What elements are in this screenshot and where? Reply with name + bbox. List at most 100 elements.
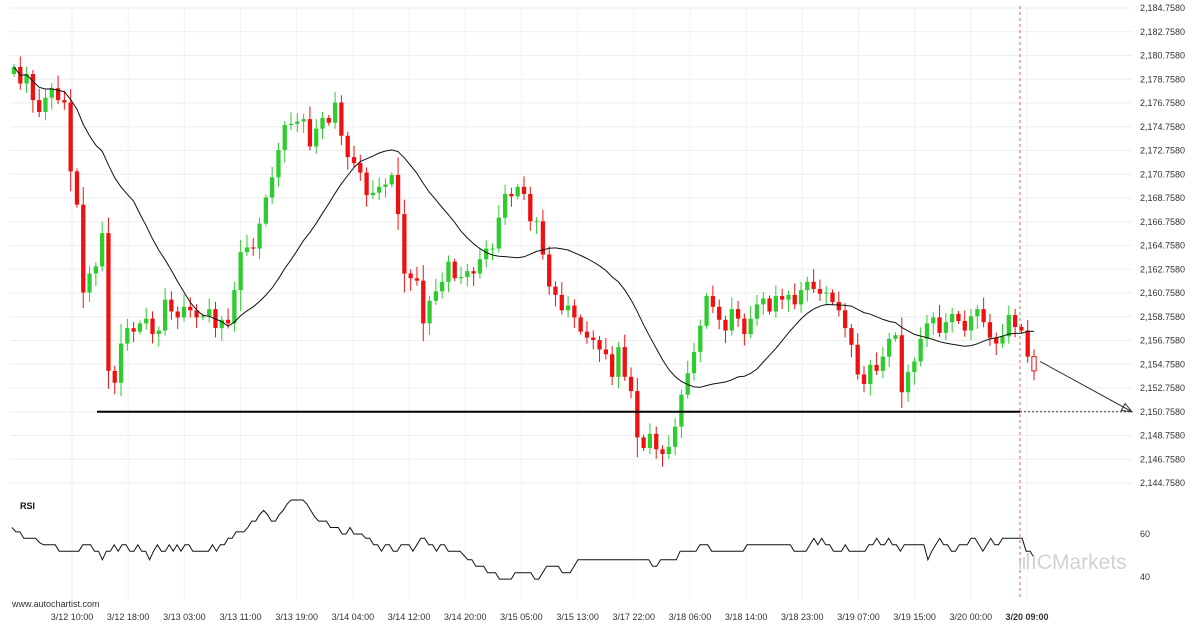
candle-body	[824, 292, 829, 294]
candle-body	[332, 102, 338, 123]
source-credit: www.autochartist.com	[11, 599, 100, 609]
x-tick-label: 3/18 06:00	[669, 612, 712, 622]
candle-body	[748, 318, 753, 335]
candle-body	[307, 119, 313, 147]
x-tick-label: 3/13 11:00	[220, 612, 262, 622]
candle-body	[364, 172, 369, 196]
candle-body	[490, 248, 495, 250]
candle-body	[861, 374, 867, 384]
candle-body	[729, 309, 734, 331]
candle-body	[887, 338, 892, 357]
candle-body	[200, 316, 206, 318]
candle-body	[169, 299, 174, 312]
candle-body	[219, 319, 224, 329]
candle-body	[112, 370, 117, 383]
candle-body	[276, 150, 281, 178]
candle-body	[610, 354, 615, 377]
candle-body	[987, 322, 993, 338]
candle-body	[389, 174, 394, 185]
candle-body	[288, 123, 294, 126]
candle-body	[24, 74, 29, 84]
candle-body	[836, 302, 841, 311]
candle-body	[144, 318, 149, 324]
candle-body	[118, 343, 124, 383]
x-tick-label: 3/14 20:00	[444, 612, 487, 622]
candle-body	[603, 349, 608, 355]
logo-name: Markets	[1052, 551, 1127, 574]
candle-body	[74, 171, 80, 205]
candle-body	[666, 446, 671, 455]
candle-body	[137, 323, 143, 332]
y-tick-label: 2,168.7580	[1140, 193, 1185, 203]
x-tick-label: 3/19 07:00	[837, 612, 880, 622]
candle-body	[956, 313, 961, 322]
candle-body	[263, 197, 268, 224]
candle-body	[975, 309, 980, 317]
candle-body	[780, 296, 785, 300]
x-tick-label: 3/14 04:00	[332, 612, 375, 622]
candle-body	[55, 88, 61, 101]
x-tick-label: 3/20 00:00	[950, 612, 993, 622]
y-tick-label: 2,170.7580	[1140, 169, 1185, 179]
candle-body	[584, 331, 590, 338]
candle-body	[710, 296, 716, 307]
candle-body	[647, 433, 653, 449]
candle-body	[125, 328, 130, 344]
candle-body	[433, 291, 438, 301]
candle-body	[440, 281, 445, 292]
candles	[11, 56, 1037, 467]
y-tick-label: 2,162.7580	[1140, 264, 1185, 274]
candle-body	[320, 117, 325, 129]
candle-body	[43, 97, 48, 113]
y-tick-label: 2,148.7580	[1140, 431, 1185, 441]
y-axis-price-labels: 2,144.7580 2,146.7580 2,148.7580 2,150.7580…	[1140, 3, 1185, 488]
candle-body	[49, 88, 54, 98]
y-tick-label: 2,174.7580	[1140, 122, 1185, 132]
candle-body	[735, 309, 741, 319]
x-tick-label: 3/18 14:00	[725, 612, 768, 622]
x-tick-label: 3/19 15:00	[893, 612, 936, 622]
candle-body	[742, 318, 747, 335]
candle-body	[698, 325, 703, 352]
candle-body	[131, 328, 136, 332]
candle-body	[351, 157, 357, 164]
candle-body	[181, 306, 187, 318]
candle-body	[326, 117, 331, 123]
candle-body	[251, 247, 256, 249]
candle-body	[282, 125, 287, 151]
candle-body	[880, 356, 886, 371]
candle-body	[358, 163, 363, 173]
candle-body	[559, 294, 564, 311]
candle-body	[295, 121, 300, 124]
y-tick-label: 2,160.7580	[1140, 288, 1185, 298]
candle-body	[792, 294, 797, 305]
forecast-arrow-head	[1120, 402, 1134, 413]
candle-body	[383, 184, 388, 187]
candle-body	[628, 376, 634, 392]
candle-body	[301, 119, 306, 122]
candle-body	[477, 259, 483, 274]
candle-body	[156, 330, 161, 335]
candle-body	[968, 316, 974, 331]
candle-body	[868, 364, 873, 384]
candle-body	[704, 296, 709, 326]
x-tick-label: 3/12 10:00	[51, 612, 94, 622]
candle-body	[207, 309, 212, 317]
candle-body	[100, 233, 105, 267]
candle-body	[11, 66, 17, 75]
candle-body	[912, 361, 917, 373]
y-tick-label: 2,172.7580	[1140, 146, 1185, 156]
candle-body	[377, 186, 382, 193]
candle-body	[509, 193, 514, 197]
candle-body	[446, 261, 451, 282]
candle-body	[937, 317, 942, 333]
candle-body	[81, 204, 86, 293]
candle-body	[547, 254, 552, 287]
forecast-arrow	[1039, 360, 1133, 413]
y-tick-label: 2,144.7580	[1140, 478, 1185, 488]
candle-body	[421, 280, 426, 324]
candle-body	[408, 273, 413, 279]
candle-body	[981, 309, 986, 323]
candle-body	[635, 391, 640, 438]
